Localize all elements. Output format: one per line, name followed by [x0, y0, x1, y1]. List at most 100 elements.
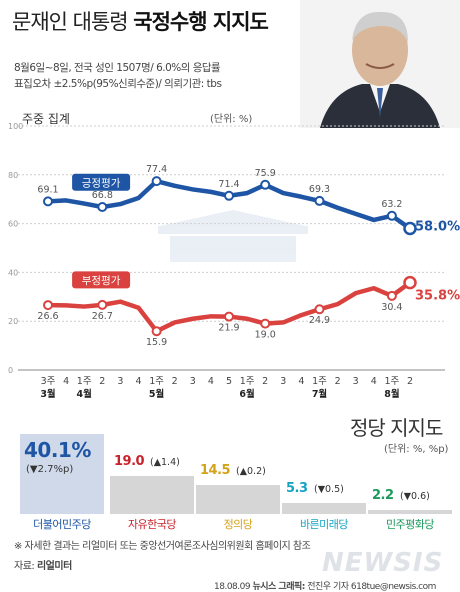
data-point: [386, 290, 397, 301]
series-name: 긍정평가: [82, 177, 121, 189]
y-tick-label: 20: [8, 317, 18, 326]
end-point: [403, 275, 417, 290]
series-name: 부정평가: [82, 275, 121, 287]
data-point: [43, 196, 53, 207]
x-week-label: 3주: [41, 376, 56, 387]
data-point: [151, 326, 162, 337]
data-label: 63.2: [381, 199, 402, 210]
x-week-label: 2: [335, 376, 341, 387]
x-week-label: 3: [117, 376, 123, 387]
data-label: 21.9: [218, 323, 239, 334]
data-point: [386, 210, 397, 221]
end-label: 35.8%: [415, 289, 460, 304]
page-title: 문재인 대통령 국정수행 지지도: [12, 6, 269, 36]
x-week-label: 1주: [385, 376, 400, 387]
data-label: 75.9: [255, 168, 276, 179]
approval-line-chart: 100 80 60 40 20 0 69.1 66.8 77.4 71.4 75.9 69.3 63.…: [8, 122, 460, 400]
x-week-label: 1주: [77, 376, 92, 387]
data-label: 71.4: [218, 179, 239, 190]
x-week-label: 3: [353, 376, 359, 387]
party-change-label: (▼0.5): [314, 484, 344, 496]
data-label: 26.6: [37, 311, 58, 322]
blue-house-watermark: [158, 210, 308, 262]
data-point: [314, 195, 325, 206]
source-label: 자료:: [14, 561, 35, 572]
data-label: 69.3: [309, 184, 330, 195]
data-point: [224, 190, 234, 201]
party-bar: [20, 433, 104, 514]
end-label: 58.0%: [415, 219, 460, 234]
data-label: 24.9: [309, 315, 330, 326]
weekly-label: 주중 집계: [22, 112, 70, 126]
title-bold: 국정수행 지지도: [133, 10, 269, 34]
data-label: 69.1: [37, 184, 58, 195]
party-unit: (단위: %, %p): [384, 444, 449, 455]
party-name: 더불어민주당: [33, 518, 91, 531]
party-change-label: (▲1.4): [150, 457, 180, 468]
data-point: [224, 311, 234, 322]
x-month-label: 3월: [40, 388, 55, 400]
data-point: [97, 202, 108, 213]
data-point: [260, 318, 271, 329]
data-label: 66.8: [92, 190, 113, 201]
data-label: 77.4: [146, 164, 167, 175]
x-week-label: 1주: [240, 376, 255, 387]
survey-info-2: 표집오차 ±2.5%p(95%신뢰수준)/ 의뢰기관: tbs: [14, 78, 222, 90]
party-value-label: 5.3: [286, 481, 308, 497]
x-month-label: 8월: [384, 388, 399, 400]
data-point: [43, 300, 53, 311]
party-name: 정의당: [223, 518, 253, 531]
x-month-label: 6월: [239, 388, 254, 400]
party-change-label: (▲0.2): [236, 466, 266, 477]
source-line: 자료: 리얼미터: [14, 557, 72, 572]
x-week-label: 2: [407, 376, 413, 387]
data-label: 30.4: [381, 302, 402, 313]
data-point: [260, 179, 271, 190]
party-change-label: (▼2.7%p): [26, 463, 74, 475]
x-week-label: 4: [135, 376, 141, 387]
y-tick-label: 60: [8, 220, 18, 229]
source-name: 리얼미터: [36, 561, 72, 572]
party-chart-title: 정당 지지도: [350, 416, 443, 440]
data-point: [314, 304, 325, 315]
party-name: 자유한국당: [127, 518, 177, 531]
party-value-label: 40.1%: [24, 437, 91, 462]
y-tick-label: 0: [8, 366, 13, 375]
party-value-label: 2.2: [372, 487, 394, 503]
party-bar: [368, 509, 452, 514]
x-week-label: 4: [298, 376, 304, 387]
x-month-label: 7월: [312, 388, 327, 400]
data-point: [151, 176, 162, 187]
x-week-label: 4: [63, 376, 69, 387]
x-week-label: 2: [262, 376, 268, 387]
y-tick-label: 100: [8, 122, 23, 131]
x-month-label: 4월: [77, 388, 92, 400]
x-week-label: 4: [208, 376, 214, 387]
y-tick-label: 80: [8, 171, 18, 180]
y-tick-label: 40: [8, 268, 18, 277]
survey-info-1: 8월6일~8일, 전국 성인 1507명/ 6.0%의 응답률: [14, 62, 221, 74]
series-tag: [72, 173, 131, 191]
party-bar: [110, 476, 194, 514]
party-change-label: (▼0.6): [400, 490, 430, 502]
x-week-label: 2: [99, 376, 105, 387]
x-week-label: 3: [190, 376, 196, 387]
credit-agency: 뉴시스 그래픽:: [252, 582, 305, 592]
x-week-label: 4: [371, 376, 377, 387]
footnote: ※ 자세한 결과는 리얼미터 또는 중앙선거여론조사심의위원회 홈페이지 참조: [14, 541, 311, 552]
credit-line: 18.08.09 뉴시스 그래픽: 전진우 기자 618tue@newsis.c…: [214, 579, 436, 592]
party-bar: [282, 503, 366, 514]
party-value-label: 19.0: [114, 454, 145, 469]
x-week-label: 1주: [149, 376, 164, 387]
x-week-label: 1주: [312, 376, 327, 387]
party-bar: [196, 485, 280, 514]
line-unit: (단위: %): [210, 114, 253, 125]
party-name: 민주평화당: [385, 518, 435, 531]
credit-date: 18.08.09: [214, 582, 251, 592]
credit-author: 전진우 기자 618tue@newsis.com: [307, 582, 436, 592]
data-label: 15.9: [146, 337, 167, 348]
title-plain: 문재인 대통령: [12, 10, 129, 34]
president-portrait: [300, 0, 460, 128]
party-name: 바른미래당: [299, 518, 349, 531]
data-label: 26.7: [92, 311, 113, 322]
